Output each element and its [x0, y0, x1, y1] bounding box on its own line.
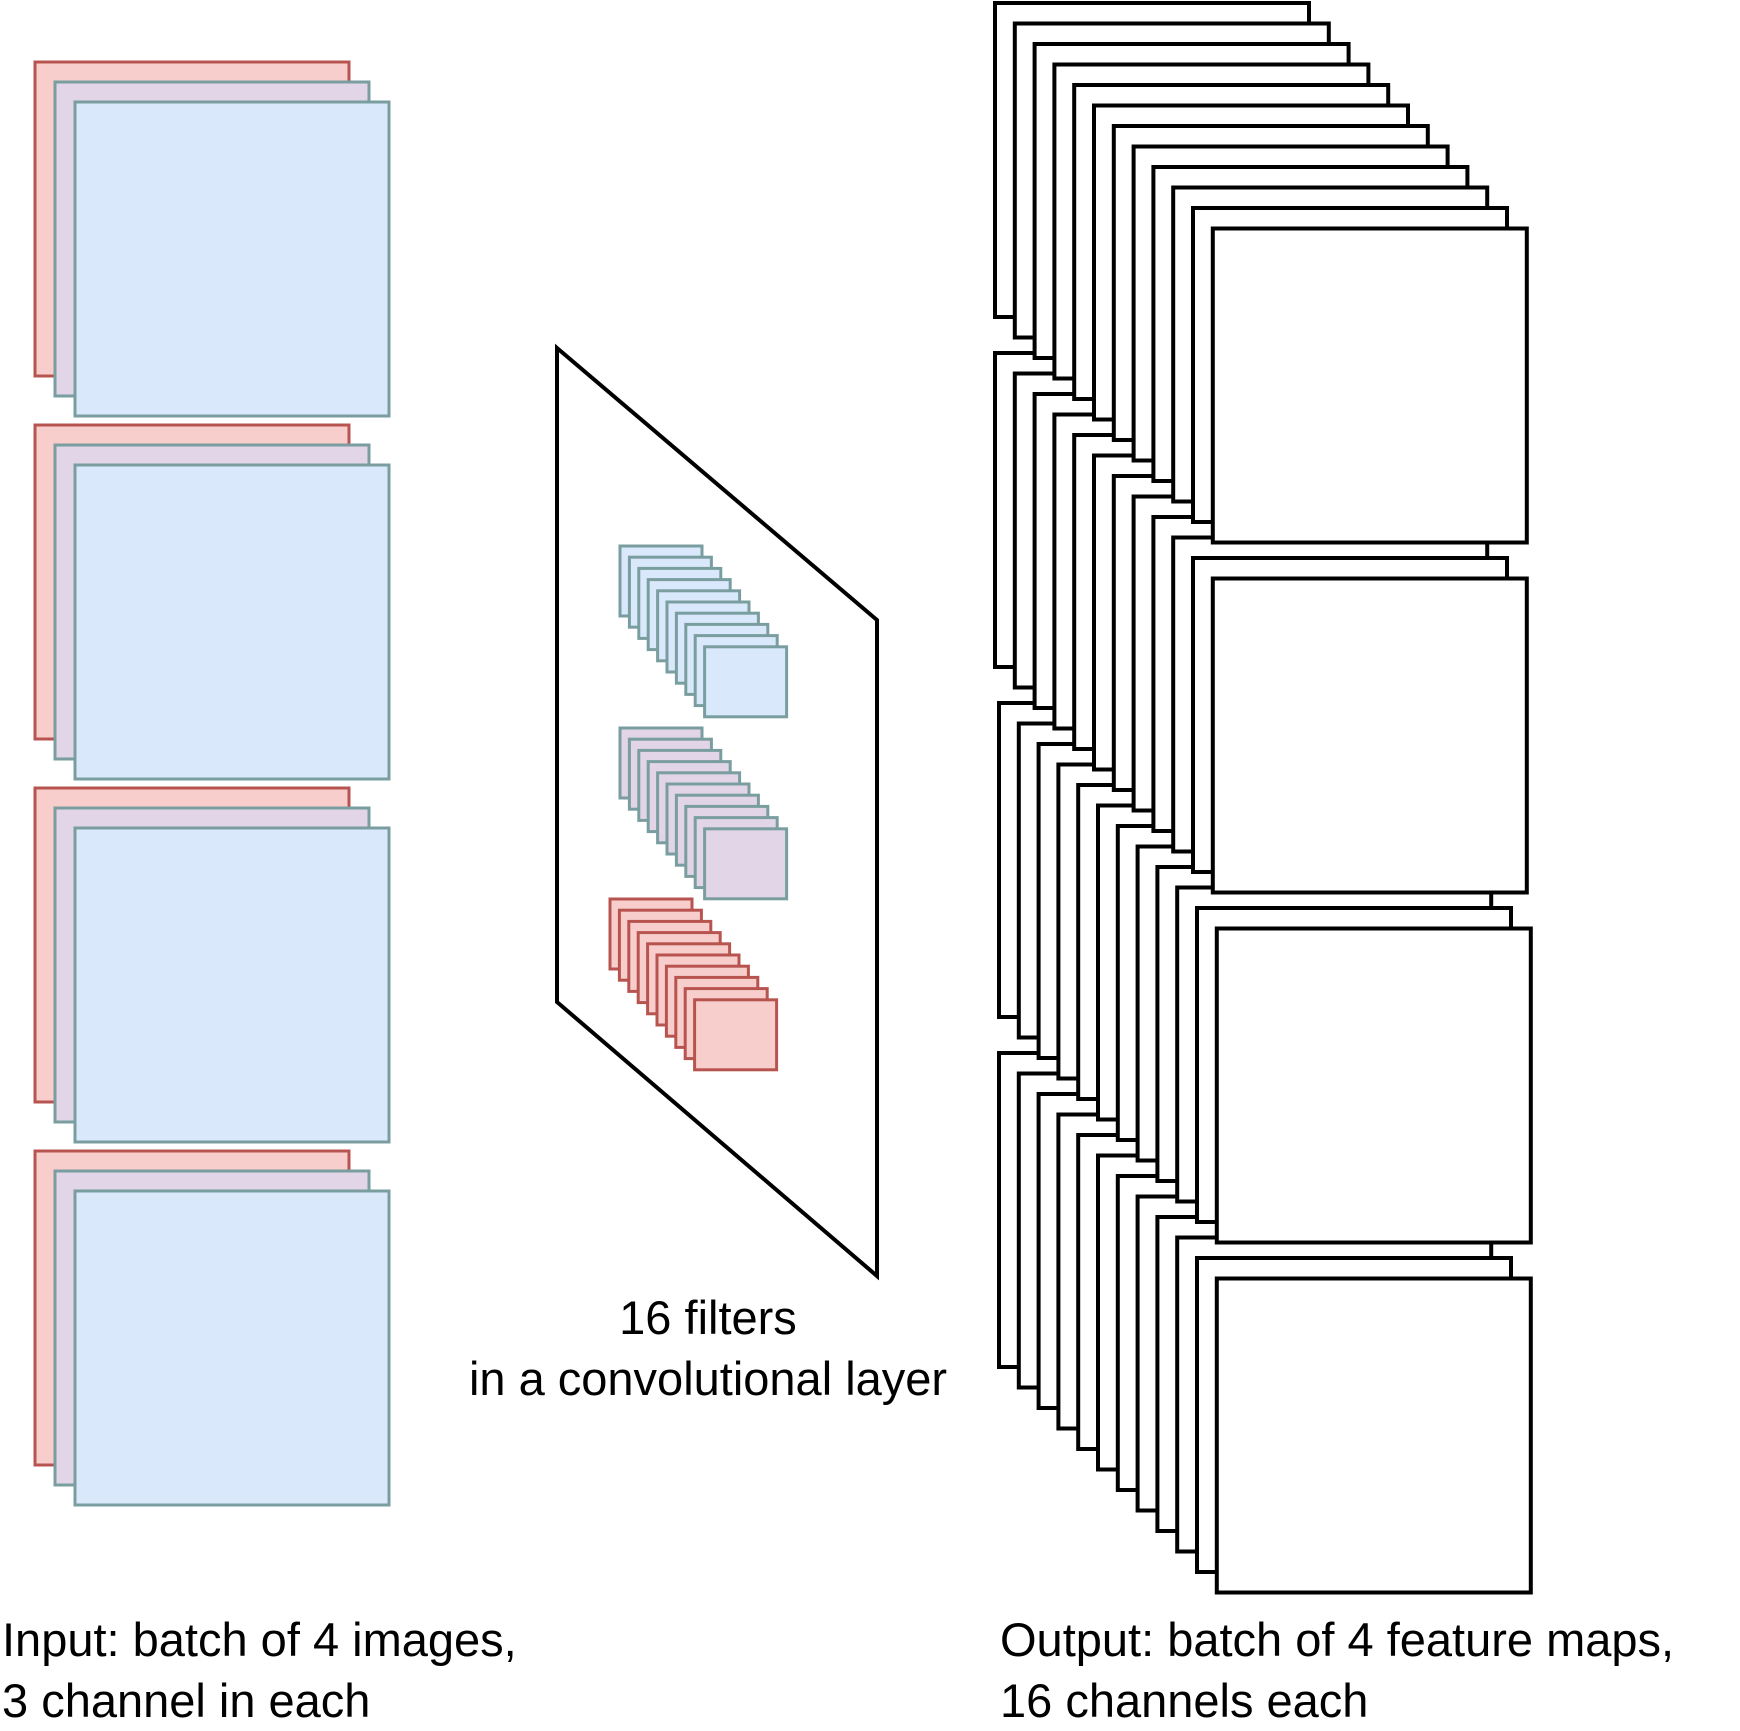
input-caption-line1: Input: batch of 4 images,	[2, 1613, 517, 1666]
output-map-3-channel-12	[1214, 926, 1533, 1245]
input-image-3-channel-3	[73, 826, 391, 1144]
filter-blue-10	[703, 645, 789, 719]
input-image-4-channel-3	[73, 1189, 391, 1507]
output-caption-line1: Output: batch of 4 feature maps,	[1000, 1613, 1675, 1666]
output-map-2-channel-12	[1210, 576, 1529, 895]
output-caption: Output: batch of 4 feature maps, 16 chan…	[1000, 1609, 1674, 1731]
filter-red-10	[693, 998, 779, 1072]
input-image-1-channel-3	[73, 100, 391, 418]
filters-caption: 16 filters in a convolutional layer	[428, 1287, 988, 1409]
filters-caption-line1: 16 filters	[619, 1291, 797, 1344]
filter-bank	[608, 544, 789, 1072]
output-caption-line2: 16 channels each	[1000, 1674, 1369, 1727]
filters-caption-line2: in a convolutional layer	[468, 1352, 948, 1405]
output-batch	[993, 1, 1533, 1595]
filter-mid-10	[703, 827, 789, 901]
input-image-2-channel-3	[73, 463, 391, 781]
output-map-1-channel-12	[1210, 226, 1529, 545]
input-caption: Input: batch of 4 images, 3 channel in e…	[2, 1609, 517, 1731]
input-batch	[33, 60, 391, 1507]
input-caption-line2: 3 channel in each	[2, 1674, 371, 1727]
output-map-4-channel-12	[1214, 1276, 1533, 1595]
